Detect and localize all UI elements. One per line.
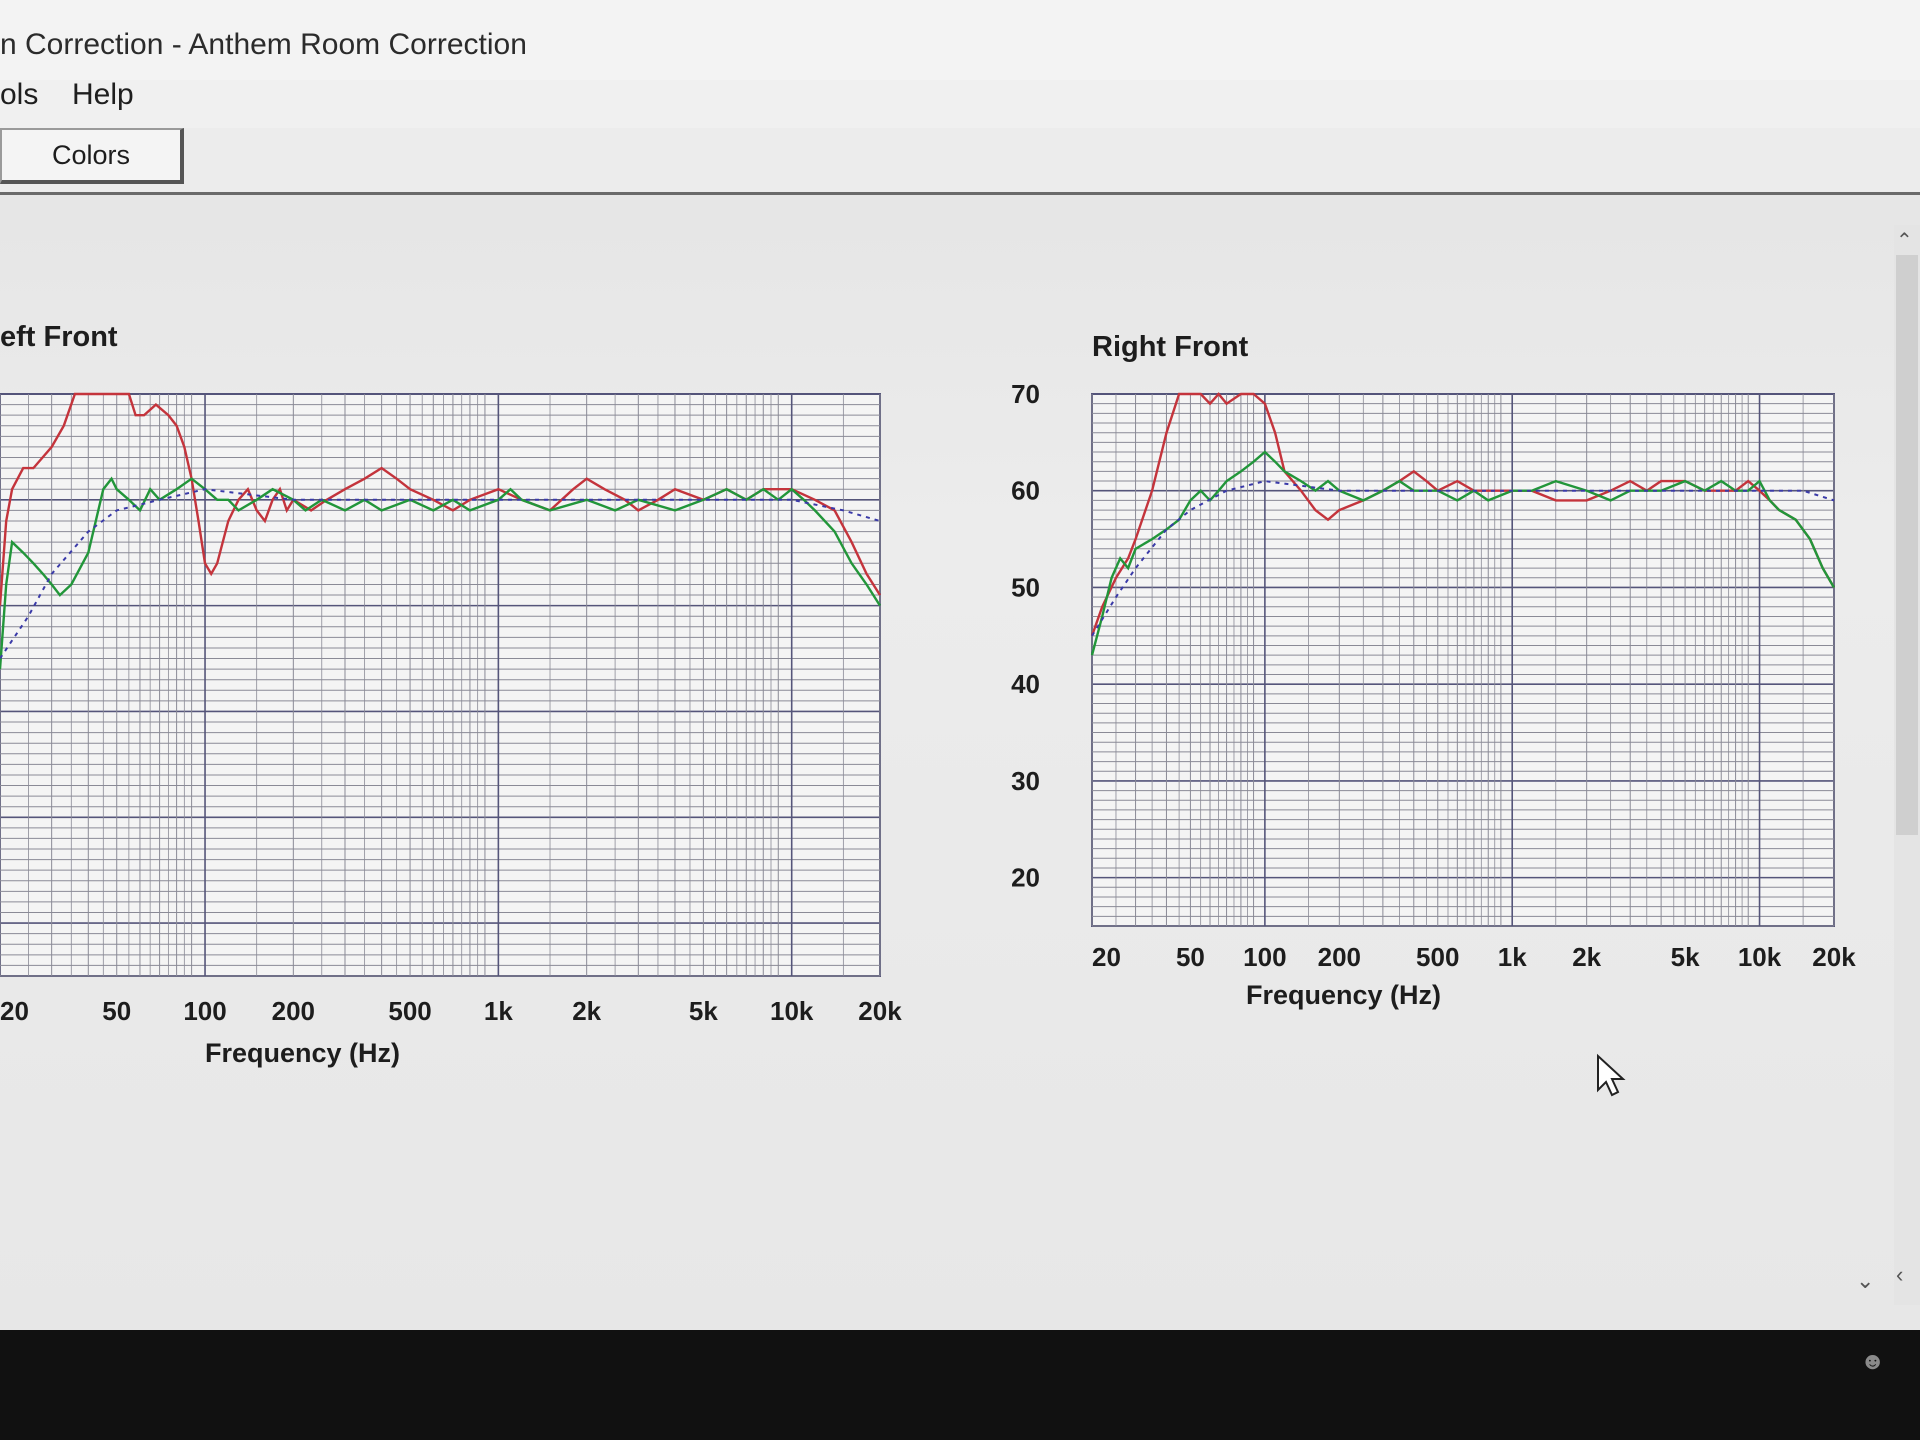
x-axis-label: Frequency (Hz) [1246,980,1441,1010]
plot-area [0,393,881,977]
x-tick-label: 1k [484,996,513,1026]
app-window: n Correction - Anthem Room Correction ol… [0,0,1920,1330]
x-tick-label: 200 [1318,942,1361,972]
y-tick-label: 70 [1011,379,1040,409]
x-tick-label: 50 [102,996,131,1026]
measured-response-line [1090,392,1836,637]
chart-title: eft Front [0,321,118,353]
x-tick-label: 20k [1812,942,1856,972]
x-axis-label: Frequency (Hz) [205,1038,400,1068]
x-tick-label: 500 [1416,942,1459,972]
y-tick-label: 30 [1011,766,1040,796]
left-front-chart: eft Front 20 50 100 200 500 1k 2k 5k 10k 20k Freque… [0,321,902,1068]
target-response-line [1091,480,1835,637]
x-tick-label: 100 [1243,942,1286,972]
toolbar [0,128,1920,195]
plot-area [1091,393,1835,927]
x-tick-label: 20 [0,996,29,1026]
menu-tools[interactable]: ols [0,78,39,111]
x-tick-label: 100 [183,996,226,1026]
x-tick-label: 1k [1498,942,1527,972]
menu-bar [0,80,1920,128]
x-tick-label: 500 [388,996,431,1026]
x-tick-label: 10k [1738,942,1782,972]
x-tick-label: 50 [1176,942,1205,972]
x-tick-label: 10k [770,996,814,1026]
mouse-pointer-icon [1597,1053,1626,1097]
taskbar [0,1330,1920,1440]
y-tick-label: 50 [1011,572,1040,602]
y-tick-label: 60 [1011,476,1040,506]
window-title: n Correction - Anthem Room Correction [0,28,527,61]
x-tick-label: 20 [1092,942,1121,972]
chevron-left-icon[interactable]: ‹ [1896,1262,1904,1287]
right-front-chart: Right Front 20 50 100 200 500 1k 2k 5k 10k 20k Freq… [1011,331,1856,1010]
y-tick-label: 20 [1011,863,1040,893]
x-tick-label: 2k [572,996,601,1026]
title-bar [0,0,1920,80]
x-tick-label: 20k [858,996,902,1026]
menu-help[interactable]: Help [72,78,134,111]
chevron-up-icon[interactable]: ⌃ [1896,230,1913,252]
vertical-scrollbar[interactable] [1894,225,1920,1305]
colors-button[interactable]: Colors [0,128,184,184]
x-tick-label: 5k [689,996,718,1026]
chart-title: Right Front [1092,331,1249,363]
scroll-thumb[interactable] [1896,255,1918,835]
target-response-line [0,488,881,660]
y-tick-label: 40 [1011,669,1040,699]
people-icon[interactable]: ☻ [1860,1348,1886,1375]
x-tick-label: 2k [1572,942,1601,972]
x-tick-label: 200 [272,996,315,1026]
chevron-down-icon[interactable]: ⌄ [1856,1268,1875,1293]
corrected-response-line [1090,450,1836,656]
x-tick-label: 5k [1671,942,1700,972]
charts-area: eft Front 20 50 100 200 500 1k 2k 5k 10k 20k Freque… [0,321,1856,1097]
